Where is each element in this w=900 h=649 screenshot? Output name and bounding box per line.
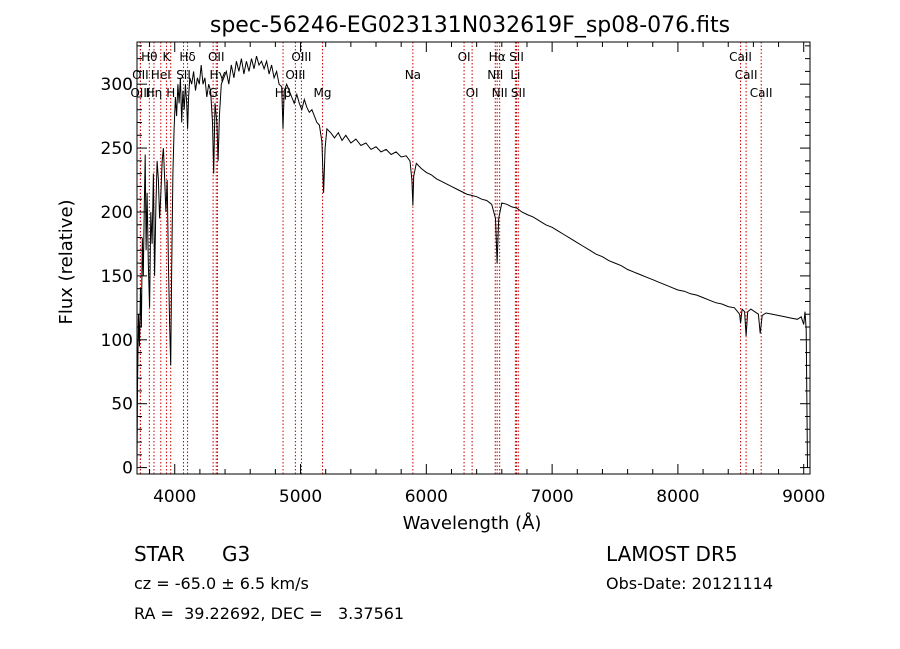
cz-value: cz = -65.0 ± 6.5 km/s — [134, 574, 309, 593]
y-tick-label: 0 — [122, 459, 133, 479]
y-tick-label: 250 — [101, 139, 133, 159]
line-markers — [139, 42, 762, 474]
survey-name: LAMOST DR5 — [606, 542, 738, 566]
line-label: G — [208, 86, 217, 100]
y-tick-label: 50 — [111, 395, 133, 415]
line-label: OIII — [291, 50, 311, 64]
x-tick-label: 4000 — [153, 487, 196, 507]
line-label: SII — [176, 68, 191, 82]
line-label: K — [162, 50, 171, 64]
line-label: Hθ — [141, 50, 157, 64]
spectrum-line — [136, 55, 808, 468]
object-type: STAR — [134, 542, 185, 566]
line-label: OII — [208, 50, 225, 64]
object-subclass: G3 — [222, 542, 250, 566]
x-tick-label: 9000 — [782, 487, 825, 507]
line-label: NII — [487, 68, 503, 82]
ra-dec: RA = 39.22692, DEC = 3.37561 — [134, 604, 404, 623]
x-tick-label: 5000 — [279, 487, 322, 507]
line-label: Na — [405, 68, 421, 82]
y-tick-label: 100 — [101, 331, 133, 351]
obs-date: Obs-Date: 20121114 — [606, 574, 773, 593]
line-label: CaII — [735, 68, 758, 82]
x-axis-label: Wavelength (Å) — [403, 512, 542, 534]
line-label: OII — [132, 68, 149, 82]
y-tick-label: 200 — [101, 203, 133, 223]
line-label: H — [166, 86, 175, 100]
line-label: OI — [466, 86, 479, 100]
line-label: OI — [458, 50, 471, 64]
line-label: SII — [509, 50, 524, 64]
line-label: OIII — [285, 68, 305, 82]
x-tick-label: 8000 — [656, 487, 699, 507]
line-label: Li — [510, 68, 520, 82]
y-tick-label: 150 — [101, 267, 133, 287]
line-label: Hα — [489, 50, 506, 64]
y-axis-label: Flux (relative) — [56, 199, 77, 324]
chart-title: spec-56246-EG023131N032619F_sp08-076.fit… — [210, 13, 730, 38]
line-label: CaII — [729, 50, 752, 64]
x-axis: 4000 5000 6000 7000 8000 9000 — [149, 42, 825, 507]
line-label: Hη — [146, 86, 163, 100]
line-label: HeI — [151, 68, 171, 82]
x-tick-label: 6000 — [405, 487, 448, 507]
line-label: Hδ — [179, 50, 195, 64]
x-tick-label: 7000 — [530, 487, 573, 507]
line-label: NII — [492, 86, 508, 100]
plot-frame — [136, 41, 811, 475]
line-label: OIII — [130, 86, 150, 100]
y-tick-label: 300 — [101, 75, 133, 95]
line-label: SII — [511, 86, 526, 100]
y-axis: 0 50 100 150 200 250 300 — [101, 45, 810, 479]
line-label: Mg — [314, 86, 332, 100]
line-label: Hβ — [275, 86, 292, 100]
line-label: Hγ — [209, 68, 225, 82]
line-label: CaII — [750, 86, 773, 100]
